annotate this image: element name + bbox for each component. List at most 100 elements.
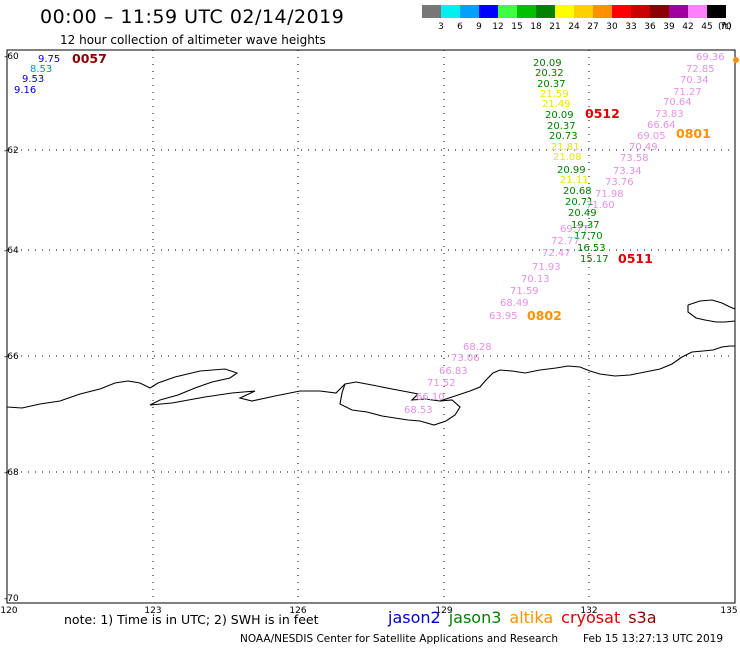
wave-height-label: 72.47 [542, 248, 571, 259]
wave-height-label: 20.37 [547, 121, 576, 132]
legend-unit: (ft) [718, 22, 732, 32]
legend-swatch [650, 5, 669, 18]
wave-height-label: 20.49 [568, 208, 597, 219]
wave-height-label: 68.28 [463, 342, 492, 353]
wave-height-label: 16.53 [577, 243, 606, 254]
legend-label: 12 [492, 22, 504, 32]
lon-label: 126 [289, 606, 306, 616]
coastline [6, 299, 736, 426]
lat-label: -66 [4, 352, 19, 362]
wave-height-label: 63.95 [489, 311, 518, 322]
wave-height-label: 9.53 [22, 74, 44, 85]
satellite-cryosat: cryosat [561, 608, 621, 627]
wave-height-label: 19.37 [571, 220, 600, 231]
legend-swatch [422, 5, 441, 18]
coastline-inlet-east [687, 299, 736, 323]
wave-height-label: 71.52 [427, 378, 456, 389]
legend-swatch [517, 5, 536, 18]
legend-label: 70 [720, 22, 732, 32]
wave-height-label: 71.59 [510, 286, 539, 297]
wave-height-label: 71.93 [532, 262, 561, 273]
wave-height-label: 20.68 [563, 186, 592, 197]
credit-line: NOAA/NESDIS Center for Satellite Applica… [240, 633, 558, 645]
wave-height-label: 73.76 [605, 177, 634, 188]
legend-swatch [479, 5, 498, 18]
wave-height-label: 21.11 [560, 175, 589, 186]
legend-swatch [612, 5, 631, 18]
wave-height-label: 69.05 [637, 131, 666, 142]
legend-label: 6 [457, 22, 463, 32]
wave-height-label: 70.49 [629, 142, 658, 153]
lat-label: -62 [4, 146, 19, 156]
legend-label: 45 [701, 22, 713, 32]
legend-swatch [498, 5, 517, 18]
wave-height-label: 72.85 [686, 64, 715, 75]
lon-label: 123 [144, 606, 161, 616]
page-title: 00:00 – 11:59 UTC 02/14/2019 [40, 6, 345, 28]
pass-time-label: 0057 [72, 51, 107, 66]
wave-height-label: 20.37 [537, 79, 566, 90]
legend-swatch [688, 5, 707, 18]
lon-label: 129 [435, 606, 452, 616]
legend-label: 3 [438, 22, 444, 32]
generated-timestamp: Feb 15 13:27:13 UTC 2019 [583, 633, 723, 645]
legend-swatch [441, 5, 460, 18]
legend-label: 33 [625, 22, 637, 32]
legend-label: 15 [511, 22, 523, 32]
lat-axis-labels: -60 -62 -64 -66 -68 -70 [4, 52, 19, 604]
legend-swatch [460, 5, 479, 18]
wave-height-label: 70.13 [521, 274, 550, 285]
wave-height-label: 9.16 [14, 85, 36, 96]
pass-time-label: 0801 [676, 126, 711, 141]
wave-height-label: 66.64 [647, 120, 676, 131]
lat-label: -60 [4, 52, 19, 62]
legend-label: 27 [587, 22, 599, 32]
wave-height-label: 70.34 [680, 75, 709, 86]
wave-height-label: 20.73 [549, 131, 578, 142]
legend-label: 30 [606, 22, 618, 32]
lat-label: -68 [4, 468, 19, 478]
units-footnote: note: 1) Time is in UTC; 2) SWH is in fe… [64, 612, 319, 627]
pass-time-labels: 0057 0512 0801 0511 0802 [72, 51, 711, 323]
legend-swatch [669, 5, 688, 18]
satellite-jason2: jason2 [388, 608, 441, 627]
wave-height-label: 20.09 [545, 110, 574, 121]
lat-label: -64 [4, 246, 19, 256]
wave-height-label: 21.59 [540, 89, 569, 100]
s3a-marker-dot [733, 57, 739, 63]
legend-label: 24 [568, 22, 580, 32]
wave-height-label: 21.08 [553, 152, 582, 163]
legend-swatch [593, 5, 612, 18]
wave-height-label: 73.83 [655, 109, 684, 120]
wave-height-label: 20.09 [533, 58, 562, 69]
wave-height-label: 21.49 [542, 99, 571, 110]
wave-height-label: 9.75 [38, 54, 60, 65]
lon-label: 120 [0, 606, 17, 616]
wave-height-label: 66.83 [439, 366, 468, 377]
wave-height-label: 17.70 [574, 231, 603, 242]
legend-label: 9 [476, 22, 482, 32]
legend-label: 42 [682, 22, 694, 32]
satellite-altika: altika [509, 608, 554, 627]
wave-height-label: 71.27 [673, 87, 702, 98]
legend-swatch [555, 5, 574, 18]
wave-height-label: 72.77 [551, 236, 580, 247]
legend-label: 36 [644, 22, 656, 32]
wave-height-label: 69.77 [560, 224, 589, 235]
wave-height-label: 73.34 [613, 166, 642, 177]
wave-height-label: 21.81 [551, 142, 580, 153]
wave-height-label: 66.10 [416, 392, 445, 403]
lon-label: 132 [580, 606, 597, 616]
wave-height-label: 68.53 [404, 405, 433, 416]
legend-label: 39 [663, 22, 675, 32]
map-frame [6, 49, 736, 604]
satellite-legend: jason2 jason3 altika cryosat s3a [388, 608, 665, 627]
wave-height-label: 69.36 [696, 52, 725, 63]
wave-height-label: 73.06 [451, 353, 480, 364]
legend-swatch [707, 5, 726, 18]
coastline-inlet [339, 383, 461, 426]
legend-label: 21 [549, 22, 561, 32]
antarctic-coastline [6, 345, 735, 409]
graticule [7, 50, 735, 603]
